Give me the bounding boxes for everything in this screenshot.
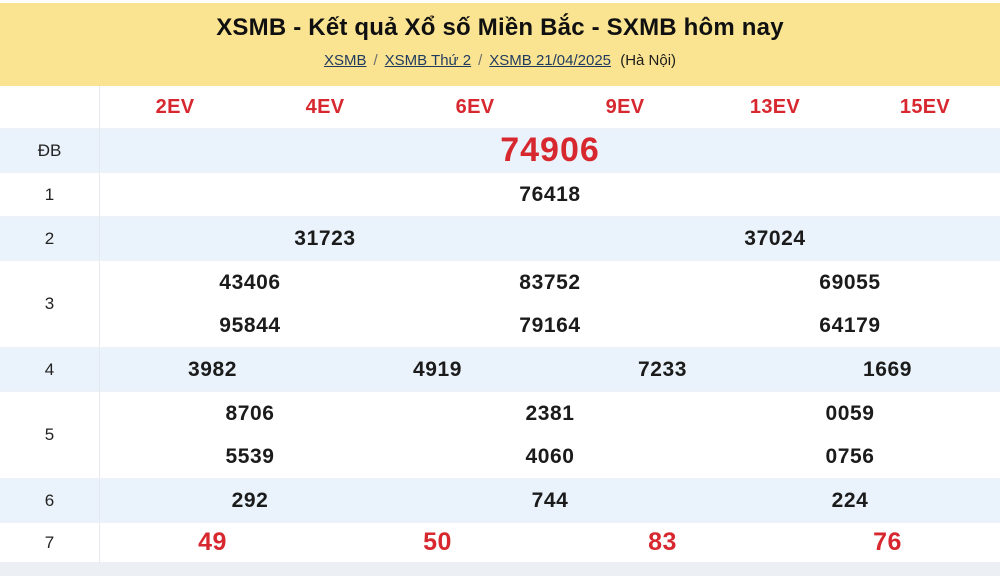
table-row-5: 5 8706 2381 0059 5539 4060 0756 xyxy=(0,391,1000,478)
prize-value: 31723 xyxy=(294,226,356,250)
row-label: 5 xyxy=(0,392,100,478)
bottom-strip xyxy=(0,562,1000,576)
prize-value: 83752 xyxy=(519,270,581,294)
row-label: 7 xyxy=(0,523,100,562)
prize-value: 0756 xyxy=(825,444,875,468)
prize-value: 2381 xyxy=(525,401,575,425)
prize-value: 50 xyxy=(423,528,452,556)
breadcrumb-separator: / xyxy=(478,52,483,69)
prize-value: 76 xyxy=(873,528,902,556)
column-header-4ev: 4EV xyxy=(305,95,345,118)
prize-value: 69055 xyxy=(819,270,881,294)
breadcrumb-suffix: (Hà Nội) xyxy=(620,52,677,69)
breadcrumb-link-3[interactable]: XSMB 21/04/2025 xyxy=(489,52,612,69)
prize-value: 49 xyxy=(198,528,227,556)
prize-value: 76418 xyxy=(519,182,581,206)
prize-value: 8706 xyxy=(225,401,275,425)
prize-value: 43406 xyxy=(219,270,281,294)
prize-value: 74906 xyxy=(500,131,600,169)
prize-value: 95844 xyxy=(219,313,281,337)
column-header-line: 2EV 4EV 6EV 9EV 13EV 15EV xyxy=(100,86,1000,128)
column-header-13ev: 13EV xyxy=(749,95,801,118)
breadcrumb-link-1[interactable]: XSMB xyxy=(323,52,367,69)
column-header-9ev: 9EV xyxy=(605,95,645,118)
row-label: ĐB xyxy=(0,129,100,172)
row-label: 1 xyxy=(0,173,100,216)
prize-value: 5539 xyxy=(225,444,275,468)
row-label: 3 xyxy=(0,261,100,347)
table-row-3: 3 43406 83752 69055 95844 79164 64179 xyxy=(0,260,1000,347)
prize-value: 292 xyxy=(231,488,269,512)
breadcrumb: XSMB / XSMB Thứ 2 / XSMB 21/04/2025 (Hà Nội) xyxy=(324,50,676,72)
prize-value: 7233 xyxy=(637,357,688,381)
prize-value: 1669 xyxy=(862,357,913,381)
results-table: 2EV 4EV 6EV 9EV 13EV 15EV ĐB 74906 1 76418 2 31723… xyxy=(0,86,1000,562)
page-title: XSMB - Kết quả Xổ số Miền Bắc - SXMB hôm… xyxy=(216,14,784,41)
breadcrumb-link-2[interactable]: XSMB Thứ 2 xyxy=(384,52,472,69)
prize-value: 79164 xyxy=(519,313,581,337)
column-header-spacer xyxy=(0,86,100,128)
prize-value: 744 xyxy=(531,488,569,512)
column-header-6ev: 6EV xyxy=(455,95,495,118)
prize-value: 64179 xyxy=(819,313,881,337)
prize-value: 37024 xyxy=(744,226,806,250)
column-header-15ev: 15EV xyxy=(899,95,951,118)
prize-value: 4060 xyxy=(525,444,575,468)
row-label: 2 xyxy=(0,217,100,260)
row-label: 4 xyxy=(0,348,100,391)
page-header-banner: XSMB - Kết quả Xổ số Miền Bắc - SXMB hôm… xyxy=(0,3,1000,86)
breadcrumb-separator: / xyxy=(373,52,378,69)
breadcrumb-links: XSMB / XSMB Thứ 2 / XSMB 21/04/2025 xyxy=(324,52,611,69)
prize-value: 0059 xyxy=(825,401,875,425)
column-header-row: 2EV 4EV 6EV 9EV 13EV 15EV xyxy=(0,86,1000,128)
prize-value: 224 xyxy=(831,488,869,512)
table-row-7: 7 49 50 83 76 xyxy=(0,522,1000,562)
table-row-6: 6 292 744 224 xyxy=(0,478,1000,522)
table-row-4: 4 3982 4919 7233 1669 xyxy=(0,347,1000,391)
table-row-1: 1 76418 xyxy=(0,172,1000,216)
table-row-db: ĐB 74906 xyxy=(0,128,1000,172)
column-header-2ev: 2EV xyxy=(155,95,195,118)
prize-value: 83 xyxy=(648,528,677,556)
table-row-2: 2 31723 37024 xyxy=(0,216,1000,260)
row-label: 6 xyxy=(0,479,100,522)
prize-value: 3982 xyxy=(187,357,238,381)
prize-value: 4919 xyxy=(412,357,463,381)
